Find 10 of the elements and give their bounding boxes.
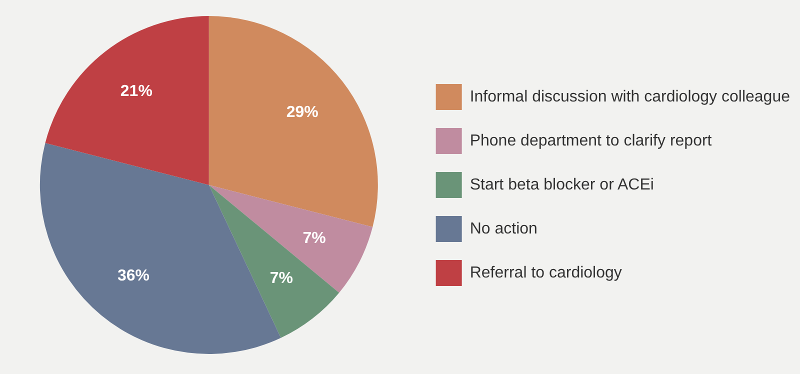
legend-label: Phone department to clarify report [470,132,712,150]
legend-label: Start beta blocker or ACEi [470,176,654,194]
data-label: 21% [120,82,152,100]
legend-label: Referral to cardiology [470,264,622,282]
data-label: 7% [302,230,326,248]
legend-label: No action [470,220,538,238]
data-label: 36% [117,268,150,285]
data-label: 29% [286,104,318,121]
legend-label: Informal discussion with cardiology colleague [470,88,790,106]
data-label: 7% [270,270,293,287]
